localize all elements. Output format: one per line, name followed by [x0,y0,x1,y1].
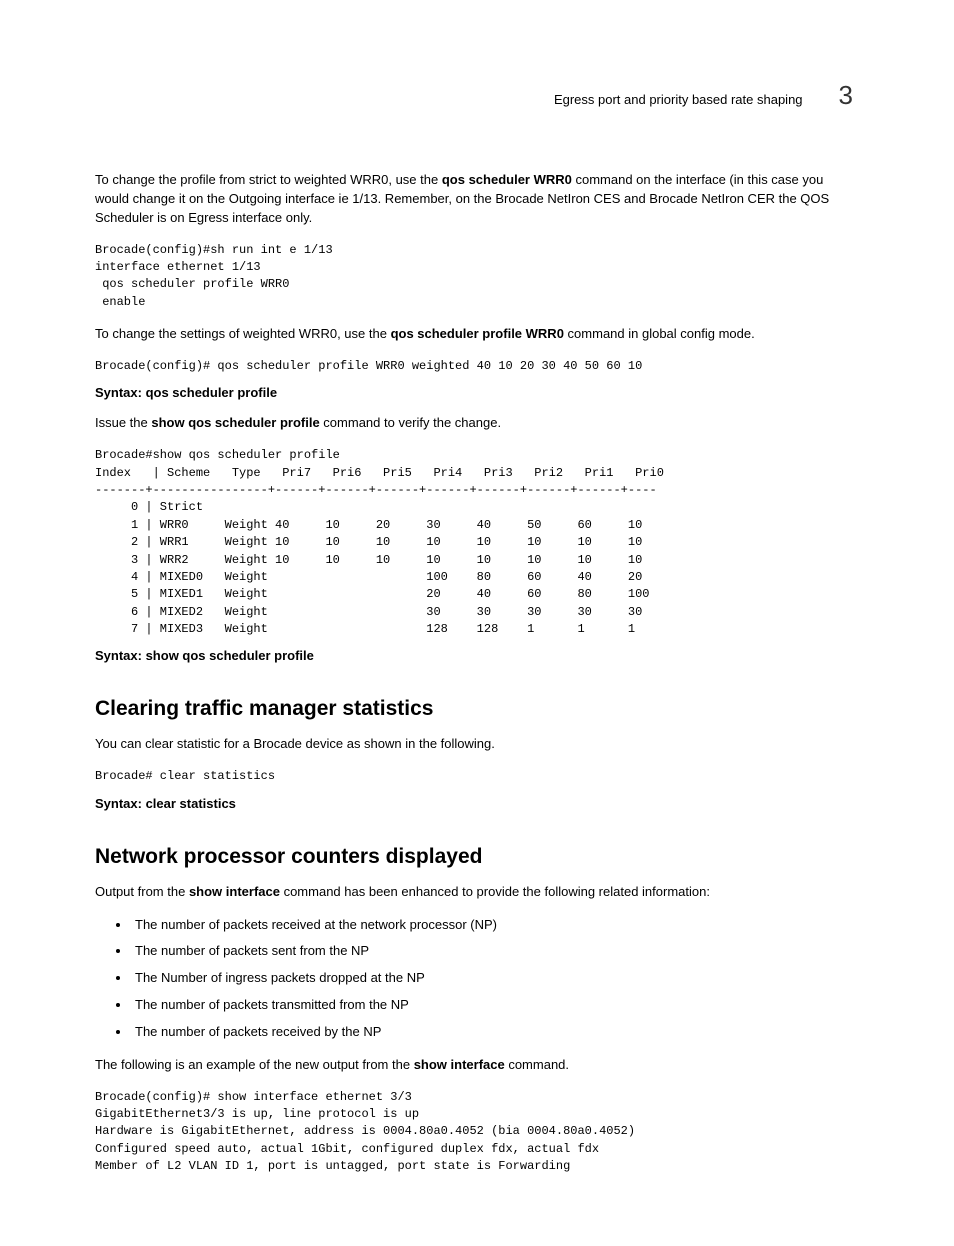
sec2-p-post: command has been enhanced to provide the… [280,884,710,899]
syntax-cmd: qos scheduler profile [146,385,277,400]
syntax-label: Syntax: [95,648,146,663]
list-item: The number of packets sent from the NP [131,942,859,961]
sec2-p2-cmd: show interface [414,1057,505,1072]
sec2-p-pre: Output from the [95,884,189,899]
p1-text-pre: To change the profile from strict to wei… [95,172,442,187]
p3-text-post: command to verify the change. [320,415,501,430]
syntax-label: Syntax: [95,796,146,811]
p2-cmd: qos scheduler profile WRR0 [391,326,564,341]
p1-cmd: qos scheduler WRR0 [442,172,572,187]
page-header: Egress port and priority based rate shap… [95,80,859,111]
sec2-paragraph-1: Output from the show interface command h… [95,883,859,902]
sec2-p2-post: command. [505,1057,569,1072]
syntax-cmd: clear statistics [146,796,236,811]
p3-cmd: show qos scheduler profile [151,415,319,430]
list-item: The number of packets received at the ne… [131,916,859,935]
paragraph-3: Issue the show qos scheduler profile com… [95,414,859,433]
chapter-number: 3 [833,80,859,111]
syntax-line-2: Syntax: show qos scheduler profile [95,648,859,663]
syntax-cmd: show qos scheduler profile [146,648,314,663]
code-block-5: Brocade(config)# show interface ethernet… [95,1089,859,1176]
header-title: Egress port and priority based rate shap… [554,92,803,107]
code-block-1: Brocade(config)#sh run int e 1/13 interf… [95,242,859,312]
syntax-label: Syntax: [95,385,146,400]
sec2-paragraph-2: The following is an example of the new o… [95,1056,859,1075]
sec2-p-cmd: show interface [189,884,280,899]
paragraph-1: To change the profile from strict to wei… [95,171,859,228]
list-item: The number of packets received by the NP [131,1023,859,1042]
p2-text-post: command in global config mode. [564,326,755,341]
sec1-paragraph: You can clear statistic for a Brocade de… [95,735,859,754]
syntax-line-3: Syntax: clear statistics [95,796,859,811]
bullet-list: The number of packets received at the ne… [95,916,859,1042]
p3-text-pre: Issue the [95,415,151,430]
syntax-line-1: Syntax: qos scheduler profile [95,385,859,400]
code-block-3: Brocade#show qos scheduler profile Index… [95,447,859,638]
list-item: The Number of ingress packets dropped at… [131,969,859,988]
sec2-p2-pre: The following is an example of the new o… [95,1057,414,1072]
section-heading-clearing: Clearing traffic manager statistics [95,697,859,721]
paragraph-2: To change the settings of weighted WRR0,… [95,325,859,344]
section-heading-network: Network processor counters displayed [95,845,859,869]
code-block-2: Brocade(config)# qos scheduler profile W… [95,358,859,375]
p2-text-pre: To change the settings of weighted WRR0,… [95,326,391,341]
code-block-4: Brocade# clear statistics [95,768,859,785]
list-item: The number of packets transmitted from t… [131,996,859,1015]
